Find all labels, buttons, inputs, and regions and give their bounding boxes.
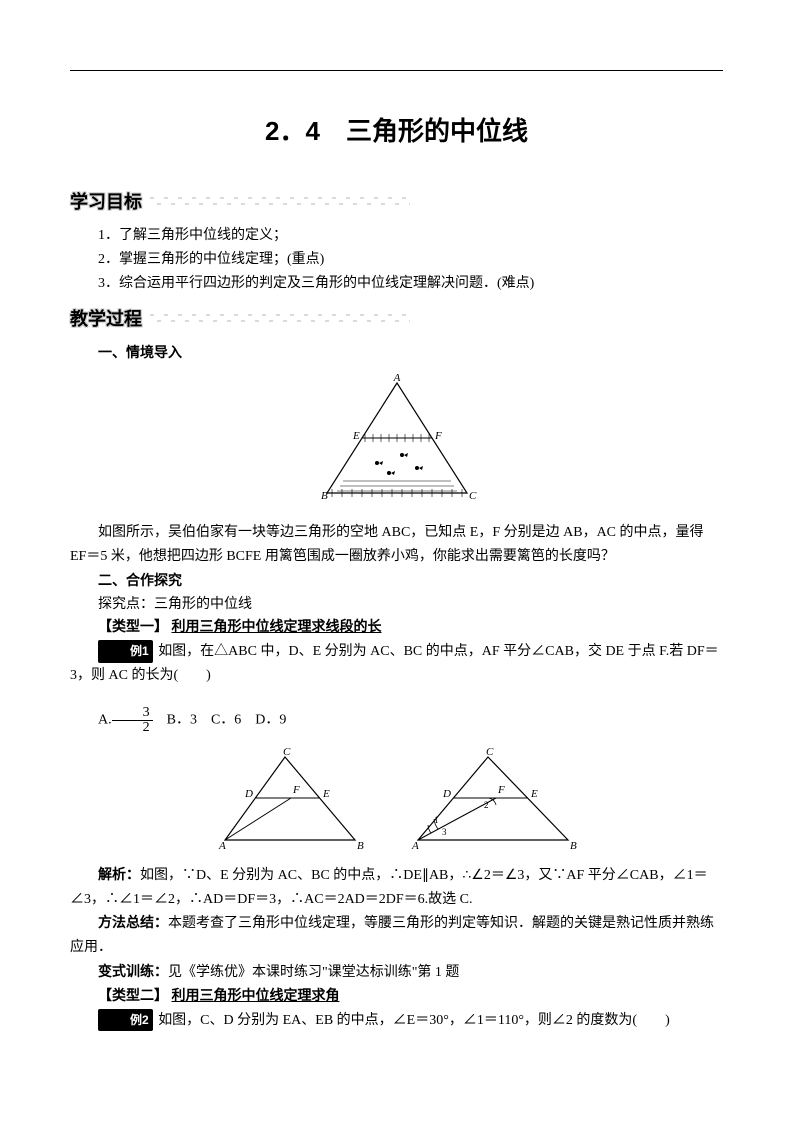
svg-text:B: B — [570, 840, 577, 852]
objectives-header-text: 学习目标 — [70, 188, 142, 214]
svg-text:F: F — [434, 430, 442, 442]
variant-text: 见《学练优》本课时练习"课堂达标训练"第 1 题 — [168, 965, 459, 980]
example2-row: 例2 如图，C、D 分别为 EA、EB 的中点，∠E＝30°，∠1＝110°，则… — [70, 1009, 723, 1033]
type1-row: 【类型一】 利用三角形中位线定理求线段的长 — [70, 616, 723, 640]
figure-1: A B C E F — [70, 373, 723, 513]
example1-row: 例1 如图，在△ABC 中，D、E 分别为 AC、BC 的中点，AF 平分∠CA… — [70, 640, 723, 688]
variant-label: 变式训练： — [98, 963, 168, 979]
analysis-label: 解析： — [98, 866, 140, 882]
svg-text:D: D — [442, 788, 451, 800]
fraction-3-2: 32 — [112, 706, 153, 735]
option-a-prefix: A. — [98, 712, 112, 727]
objective-item: 2．掌握三角形的中位线定理；(重点) — [70, 248, 723, 272]
variant-row: 变式训练：见《学练优》本课时练习"课堂达标训练"第 1 题 — [70, 960, 723, 985]
svg-text:E: E — [322, 788, 330, 800]
triangle-diagram-1: A B C E F — [307, 373, 487, 513]
type1-title: 利用三角形中位线定理求线段的长 — [172, 620, 382, 635]
header-dots — [150, 193, 410, 209]
svg-text:3: 3 — [442, 827, 447, 837]
top-rule — [70, 70, 723, 71]
svg-text:B: B — [357, 840, 364, 852]
example1-text: 如图，在△ABC 中，D、E 分别为 AC、BC 的中点，AF 平分∠CAB，交… — [70, 644, 719, 683]
svg-text:E: E — [530, 788, 538, 800]
type2-label: 【类型二】 — [98, 989, 168, 1004]
type2-title: 利用三角形中位线定理求角 — [172, 989, 340, 1004]
example2-text: 如图，C、D 分别为 EA、EB 的中点，∠E＝30°，∠1＝110°，则∠2 … — [158, 1013, 670, 1028]
svg-text:F: F — [292, 784, 300, 796]
svg-text:1: 1 — [434, 815, 439, 825]
svg-text:2: 2 — [484, 800, 489, 810]
svg-text:A: A — [392, 373, 400, 384]
analysis-text: 如图，∵D、E 分别为 AC、BC 的中点，∴DE∥AB，∴∠2＝∠3，又∵AF… — [70, 868, 708, 907]
spacer — [70, 688, 723, 706]
svg-text:A: A — [411, 840, 419, 852]
example1-badge: 例1 — [98, 640, 153, 662]
objective-item: 3．综合运用平行四边形的判定及三角形的中位线定理解决问题．(难点) — [70, 272, 723, 296]
svg-text:D: D — [244, 788, 253, 800]
type2-row: 【类型二】 利用三角形中位线定理求角 — [70, 985, 723, 1009]
process-header: 教学过程 — [70, 305, 723, 331]
svg-text:E: E — [352, 430, 360, 442]
svg-text:C: C — [283, 746, 291, 758]
method-row: 方法总结：本题考查了三角形中位线定理，等腰三角形的判定等知识．解题的关键是熟记性… — [70, 911, 723, 960]
svg-text:C: C — [486, 746, 494, 758]
svg-text:B: B — [321, 490, 328, 502]
options-row: A.32 B．3 C．6 D．9 — [70, 706, 723, 735]
explore-point: 探究点：三角形的中位线 — [70, 593, 723, 617]
objectives-list: 1．了解三角形中位线的定义； 2．掌握三角形的中位线定理；(重点) 3．综合运用… — [70, 224, 723, 295]
type1-label: 【类型一】 — [98, 620, 168, 635]
figure-2: A B C D E F A B C D E F — [70, 745, 723, 855]
part2-heading: 二、合作探究 — [70, 569, 723, 593]
page: 2．4 三角形的中位线 学习目标 1．了解三角形中位线的定义； 2．掌握三角形的… — [0, 0, 793, 1122]
part1-heading: 一、情境导入 — [70, 341, 723, 365]
analysis-row: 解析：如图，∵D、E 分别为 AC、BC 的中点，∴DE∥AB，∴∠2＝∠3，又… — [70, 863, 723, 912]
svg-text:A: A — [218, 840, 226, 852]
triangle-diagram-2a: A B C D E F — [205, 745, 375, 855]
example2-badge: 例2 — [98, 1009, 153, 1031]
header-dots — [150, 310, 410, 326]
process-header-text: 教学过程 — [70, 305, 142, 331]
svg-text:F: F — [497, 784, 505, 796]
triangle-diagram-2b: A B C D E F 1 2 3 — [398, 745, 588, 855]
method-label: 方法总结： — [98, 914, 168, 930]
options-rest: B．3 C．6 D．9 — [153, 712, 287, 727]
objective-item: 1．了解三角形中位线的定义； — [70, 224, 723, 248]
intro-text: 如图所示，吴伯伯家有一块等边三角形的空地 ABC，已知点 E，F 分别是边 AB… — [70, 521, 723, 569]
objectives-header: 学习目标 — [70, 188, 723, 214]
page-title: 2．4 三角形的中位线 — [70, 111, 723, 148]
main-content: 一、情境导入 — [70, 341, 723, 1032]
svg-text:C: C — [469, 490, 477, 502]
